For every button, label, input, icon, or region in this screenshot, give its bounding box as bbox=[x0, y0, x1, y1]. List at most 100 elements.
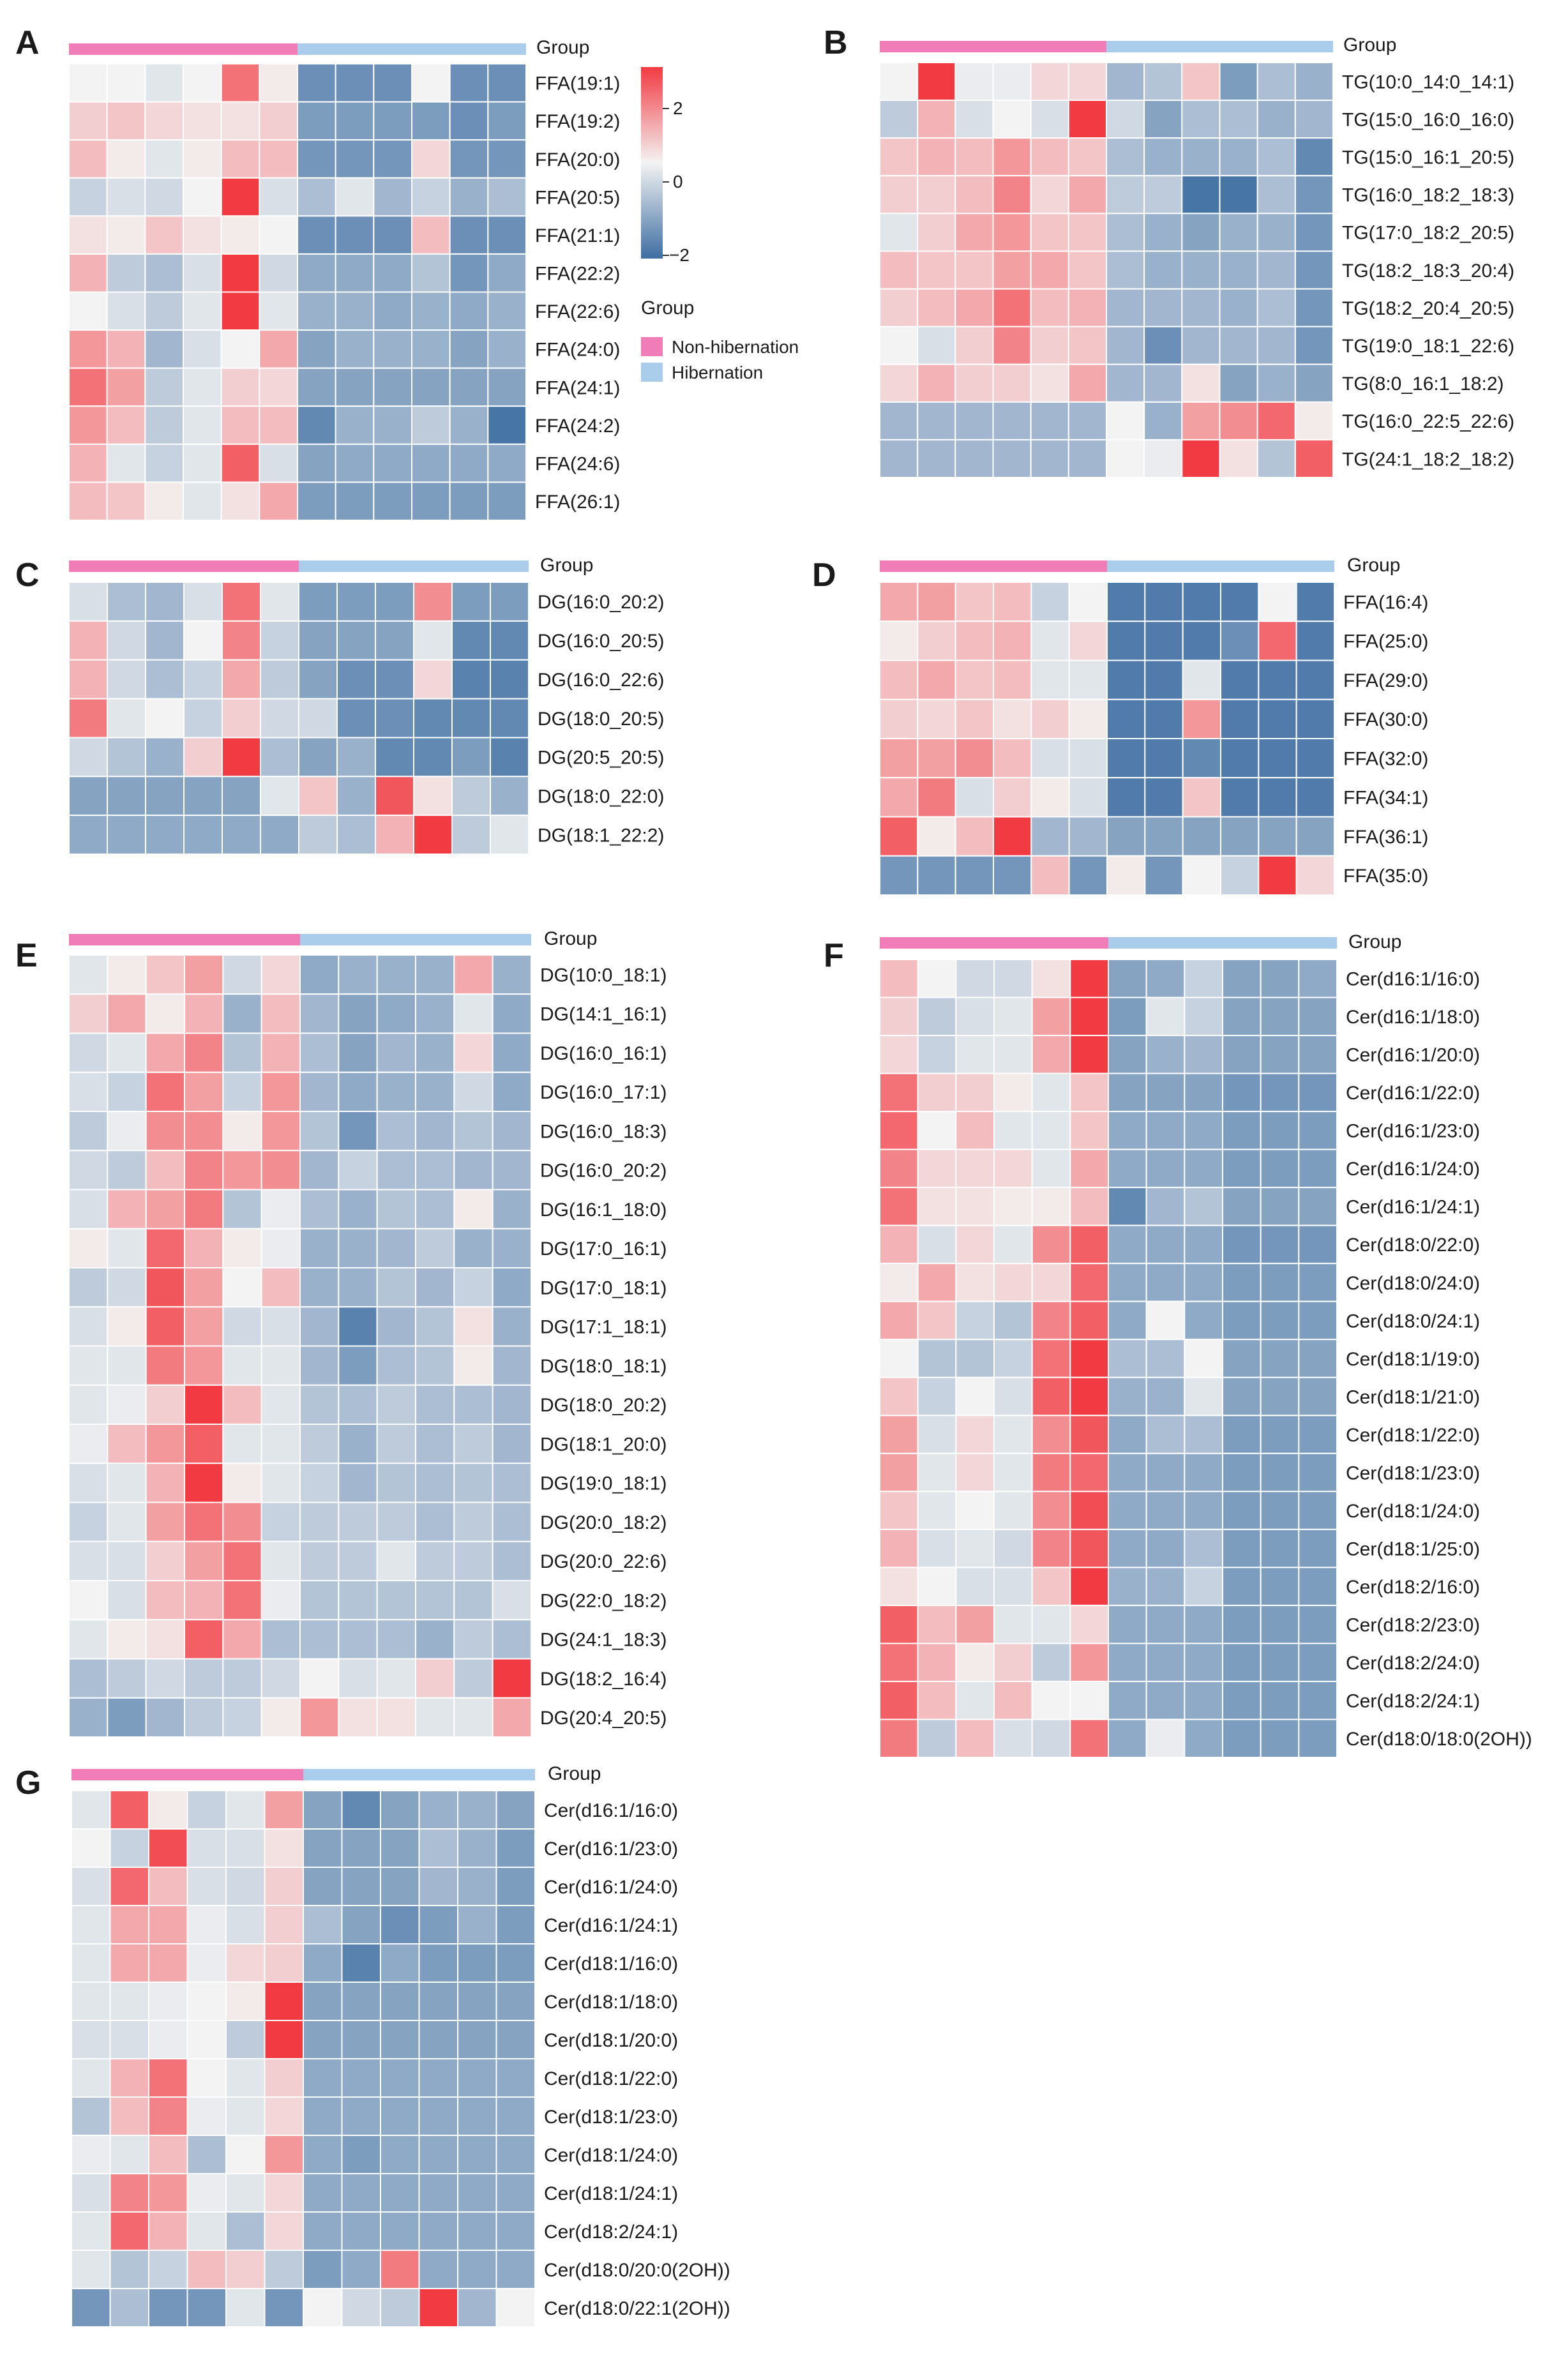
heatmap-cell-F-16-7 bbox=[1145, 1567, 1186, 1606]
heatmap-cell-A-4-9 bbox=[411, 215, 451, 255]
heatmap-cell-B-7-8 bbox=[1181, 326, 1221, 365]
heatmap-cell-G-13-4 bbox=[225, 2288, 266, 2328]
heatmap-cell-A-11-4 bbox=[220, 481, 260, 521]
row-label-ffa-19-2: FFA(19:2) bbox=[535, 111, 620, 132]
heatmap-cell-G-6-1 bbox=[109, 2020, 149, 2059]
heatmap-cell-G-5-10 bbox=[457, 1982, 497, 2021]
heatmap-cell-C-0-3 bbox=[183, 582, 223, 622]
heatmap-cell-A-2-11 bbox=[487, 139, 527, 179]
group-bar-non-hibernation-F bbox=[880, 937, 1108, 949]
heatmap-cell-F-6-8 bbox=[1184, 1187, 1223, 1226]
heatmap-cell-C-5-5 bbox=[260, 776, 299, 816]
heatmap-cell-G-6-8 bbox=[380, 2020, 420, 2059]
heatmap-cell-E-12-5 bbox=[260, 1424, 301, 1464]
heatmap-cell-F-20-7 bbox=[1145, 1718, 1186, 1758]
heatmap-cell-E-3-10 bbox=[453, 1071, 494, 1112]
heatmap-cell-D-7-5 bbox=[1068, 855, 1108, 896]
heatmap-cell-E-4-0 bbox=[68, 1111, 109, 1152]
row-label-cer-d18-1-24-0: Cer(d18:1/24:0) bbox=[1346, 1501, 1480, 1522]
group-bar-hibernation-G bbox=[303, 1769, 535, 1780]
heatmap-cell-E-1-8 bbox=[376, 993, 416, 1034]
heatmap-cell-A-6-11 bbox=[487, 291, 527, 331]
heatmap-cell-E-15-0 bbox=[68, 1540, 109, 1581]
heatmap-cell-G-5-8 bbox=[380, 1982, 420, 2021]
heatmap-cell-D-1-8 bbox=[1182, 620, 1222, 661]
heatmap-cell-F-15-11 bbox=[1298, 1528, 1338, 1568]
heatmap-cell-A-2-3 bbox=[183, 139, 222, 179]
heatmap-cell-E-12-11 bbox=[492, 1424, 532, 1464]
heatmap-cell-G-1-4 bbox=[225, 1828, 266, 1868]
heatmap-cell-F-1-4 bbox=[1031, 996, 1071, 1037]
heatmap-cell-F-1-11 bbox=[1298, 996, 1338, 1037]
heatmap-cell-B-3-6 bbox=[1106, 175, 1145, 214]
heatmap-cell-G-3-4 bbox=[225, 1905, 266, 1944]
row-label-dg-16-0-20-2: DG(16:0_20:2) bbox=[540, 1161, 667, 1182]
row-label-cer-d18-2-24-1: Cer(d18:2/24:1) bbox=[1346, 1691, 1480, 1712]
heatmap-cell-A-11-7 bbox=[335, 481, 375, 521]
heatmap-cell-B-2-4 bbox=[1030, 137, 1069, 177]
heatmap-cell-F-19-5 bbox=[1069, 1680, 1109, 1720]
heatmap-cell-G-10-5 bbox=[264, 2173, 304, 2213]
heatmap-cell-E-11-3 bbox=[184, 1384, 224, 1425]
heatmap-cell-A-7-2 bbox=[144, 329, 184, 369]
heatmap-cell-G-13-10 bbox=[457, 2288, 497, 2328]
heatmap-cell-F-15-4 bbox=[1031, 1528, 1071, 1568]
heatmap-cell-F-11-10 bbox=[1260, 1376, 1300, 1417]
row-label-ffa-35-0: FFA(35:0) bbox=[1343, 866, 1428, 887]
heatmap-cell-A-4-5 bbox=[259, 215, 298, 255]
heatmap-cell-E-19-3 bbox=[184, 1697, 224, 1738]
heatmap-cell-C-3-8 bbox=[375, 698, 414, 739]
heatmap-cell-B-1-10 bbox=[1256, 100, 1296, 139]
heatmap-cell-B-8-2 bbox=[954, 363, 994, 403]
heatmap-cell-G-7-8 bbox=[380, 2058, 420, 2098]
heatmap-cell-E-19-1 bbox=[107, 1697, 147, 1738]
heatmap-cell-F-10-6 bbox=[1108, 1339, 1147, 1378]
heatmap-cell-B-2-3 bbox=[992, 137, 1032, 177]
heatmap-cell-F-11-0 bbox=[879, 1376, 919, 1417]
heatmap-cell-E-18-5 bbox=[260, 1658, 301, 1699]
heatmap-cell-C-5-2 bbox=[145, 776, 185, 816]
heatmap-cell-F-15-6 bbox=[1108, 1528, 1147, 1568]
heatmap-cell-B-1-3 bbox=[992, 100, 1032, 139]
heatmap-cell-D-1-3 bbox=[993, 620, 1032, 661]
row-label-dg-10-0-18-1: DG(10:0_18:1) bbox=[540, 965, 667, 986]
heatmap-cell-F-16-11 bbox=[1298, 1567, 1338, 1606]
heatmap-cell-G-4-9 bbox=[418, 1943, 458, 1983]
heatmap-cell-G-4-4 bbox=[225, 1943, 266, 1983]
heatmap-cell-A-4-6 bbox=[297, 215, 336, 255]
heatmap-cell-E-11-10 bbox=[453, 1384, 494, 1425]
heatmap-cell-D-1-1 bbox=[917, 620, 956, 661]
heatmap-cell-G-0-6 bbox=[303, 1790, 343, 1830]
heatmap-cell-G-9-7 bbox=[341, 2135, 381, 2174]
heatmap-cell-B-4-9 bbox=[1219, 213, 1258, 252]
heatmap-cell-D-1-7 bbox=[1144, 620, 1184, 661]
heatmap-cell-E-16-3 bbox=[184, 1580, 224, 1621]
heatmap-cell-F-20-10 bbox=[1260, 1718, 1300, 1758]
heatmap-cell-D-3-2 bbox=[954, 698, 995, 739]
heatmap-cell-E-5-8 bbox=[376, 1150, 416, 1191]
heatmap-cell-B-7-4 bbox=[1030, 326, 1069, 365]
heatmap-cell-G-11-4 bbox=[225, 2211, 266, 2251]
group-bar-non-hibernation-G bbox=[72, 1769, 303, 1780]
heatmap-cell-F-17-0 bbox=[879, 1604, 919, 1644]
row-label-cer-d18-1-23-0: Cer(d18:1/23:0) bbox=[1346, 1463, 1480, 1484]
heatmap-cell-A-3-2 bbox=[144, 177, 184, 217]
row-label-cer-d16-1-24-0: Cer(d16:1/24:0) bbox=[544, 1877, 678, 1898]
heatmap-cell-E-2-4 bbox=[222, 1032, 262, 1073]
heatmap-cell-C-1-3 bbox=[183, 620, 223, 661]
heatmap-cell-C-0-9 bbox=[413, 582, 453, 622]
heatmap-cell-D-5-1 bbox=[917, 777, 956, 818]
heatmap-cell-F-4-8 bbox=[1184, 1111, 1223, 1150]
heatmap-cell-D-6-10 bbox=[1258, 816, 1297, 857]
heatmap-cell-E-0-11 bbox=[492, 954, 532, 995]
heatmap-cell-G-13-9 bbox=[418, 2288, 458, 2328]
heatmap-cell-E-19-8 bbox=[376, 1697, 416, 1738]
heatmap-cell-F-17-3 bbox=[993, 1604, 1033, 1644]
heatmap-cell-G-7-2 bbox=[148, 2058, 188, 2098]
heatmap-cell-F-12-2 bbox=[955, 1415, 995, 1454]
heatmap-cell-F-7-11 bbox=[1298, 1224, 1338, 1265]
heatmap-cell-G-11-11 bbox=[495, 2211, 536, 2251]
heatmap-cell-G-6-0 bbox=[71, 2020, 111, 2059]
heatmap-cell-G-4-8 bbox=[380, 1943, 420, 1983]
heatmap-cell-E-3-3 bbox=[184, 1071, 224, 1112]
